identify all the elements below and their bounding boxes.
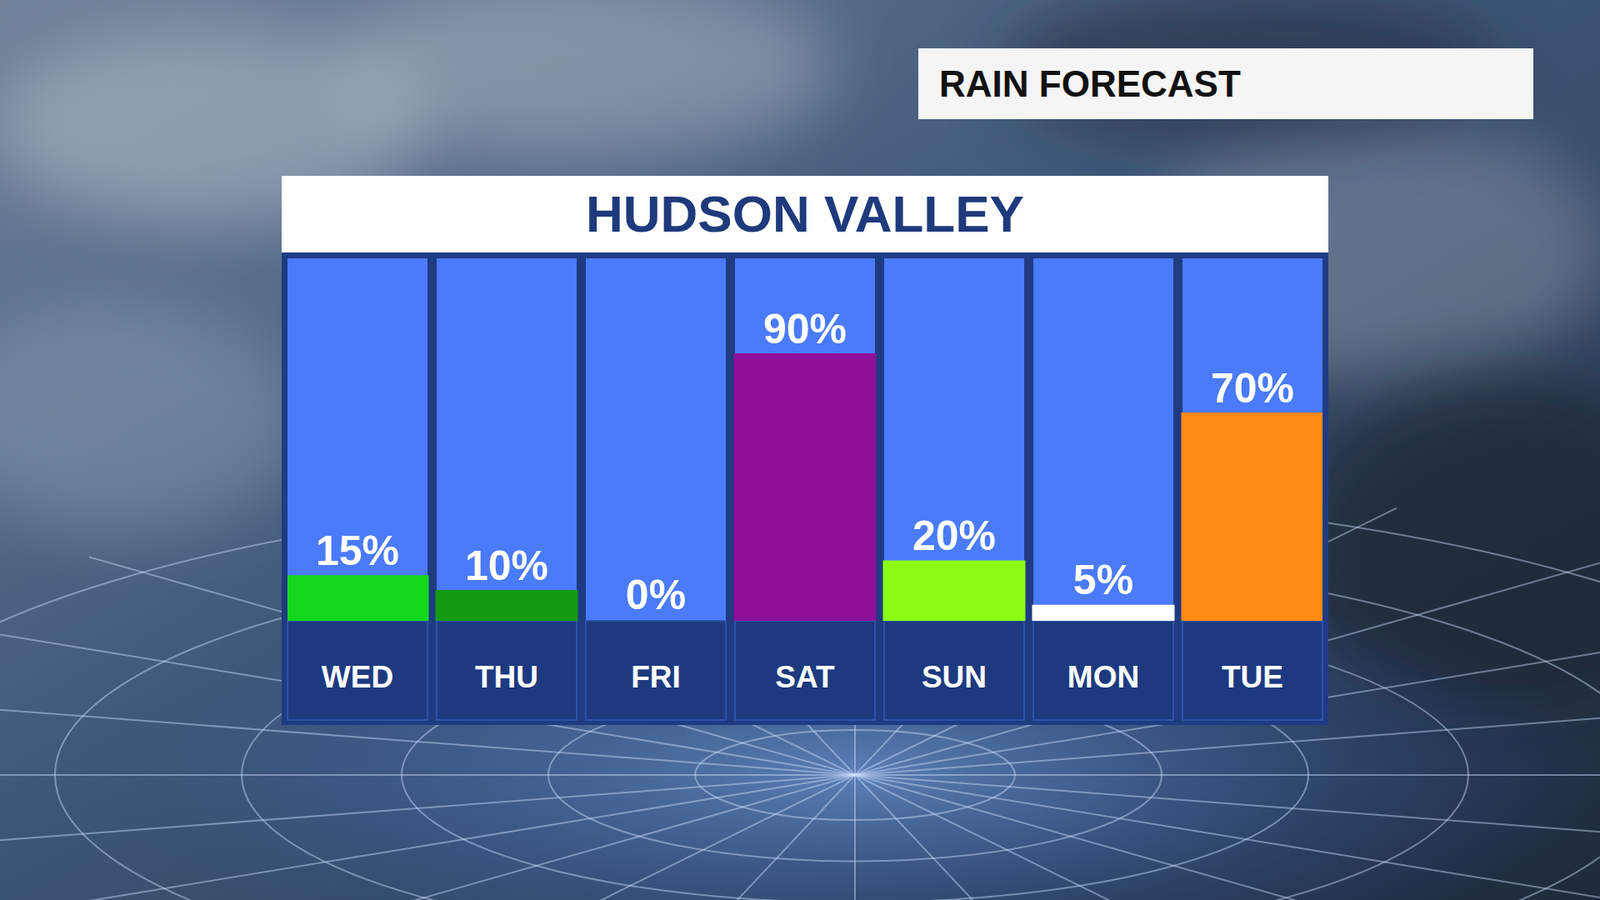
bar [884,561,1025,621]
data-label: 15% [315,527,400,575]
cloud [0,300,309,534]
subtitle-box [918,48,1534,120]
column-bg [884,258,1025,621]
radar-spoke [0,774,855,776]
data-label: 10% [465,542,549,590]
label-band [735,620,875,720]
bar [1033,605,1174,621]
category-label: THU [475,660,539,695]
label-band [585,620,726,720]
category-label: TUE [1221,660,1284,695]
radar-spoke [854,775,856,900]
bar [735,355,875,622]
label-band [884,620,1025,720]
labels: 15% WED 10% THU 0% FRI 90% SAT 20% SUN 5% MON 70% TUE [315,305,1295,695]
data-label: 0% [625,571,686,619]
radar-spoke [0,775,855,900]
bars [287,355,1323,622]
frame [281,252,1329,725]
title: HUDSON VALLEY [585,185,1025,243]
columns [287,258,1323,720]
label-band [1182,620,1323,720]
radar-spoke [855,775,1600,900]
category-label: SAT [775,660,835,695]
subtitle: RAIN FORECAST [939,63,1241,105]
data-label: 90% [763,305,847,353]
column-bg [287,258,428,621]
radar-spoke [855,775,1600,855]
radar-spoke [855,775,1397,900]
title-box [281,175,1329,253]
column-bg [735,258,875,621]
data-label: 20% [912,512,996,560]
radar-spoke [855,620,1600,775]
label-band [1033,620,1174,720]
bar [287,576,428,621]
data-label: 70% [1210,365,1295,412]
data-label: 5% [1073,556,1134,604]
cloud [333,0,834,159]
radar-spoke [855,775,1135,900]
column-bg [1182,258,1323,621]
label-band [436,620,577,720]
column-bg [436,258,577,621]
bar [585,620,726,622]
chart: RAIN FORECAST HUDSON VALLEY 15% WED 10% THU 0%… [0,0,1600,900]
radar-spoke [313,775,855,900]
category-label: FRI [630,660,681,695]
bar [436,591,577,622]
bar [1182,414,1323,622]
label-band [287,620,428,720]
category-label: MON [1067,660,1140,695]
column-bg [585,258,726,621]
category-label: SUN [921,660,987,695]
radar-spoke [0,775,855,855]
column-bg [1033,258,1174,621]
radar-spoke [855,774,1600,776]
category-label: WED [321,660,394,695]
